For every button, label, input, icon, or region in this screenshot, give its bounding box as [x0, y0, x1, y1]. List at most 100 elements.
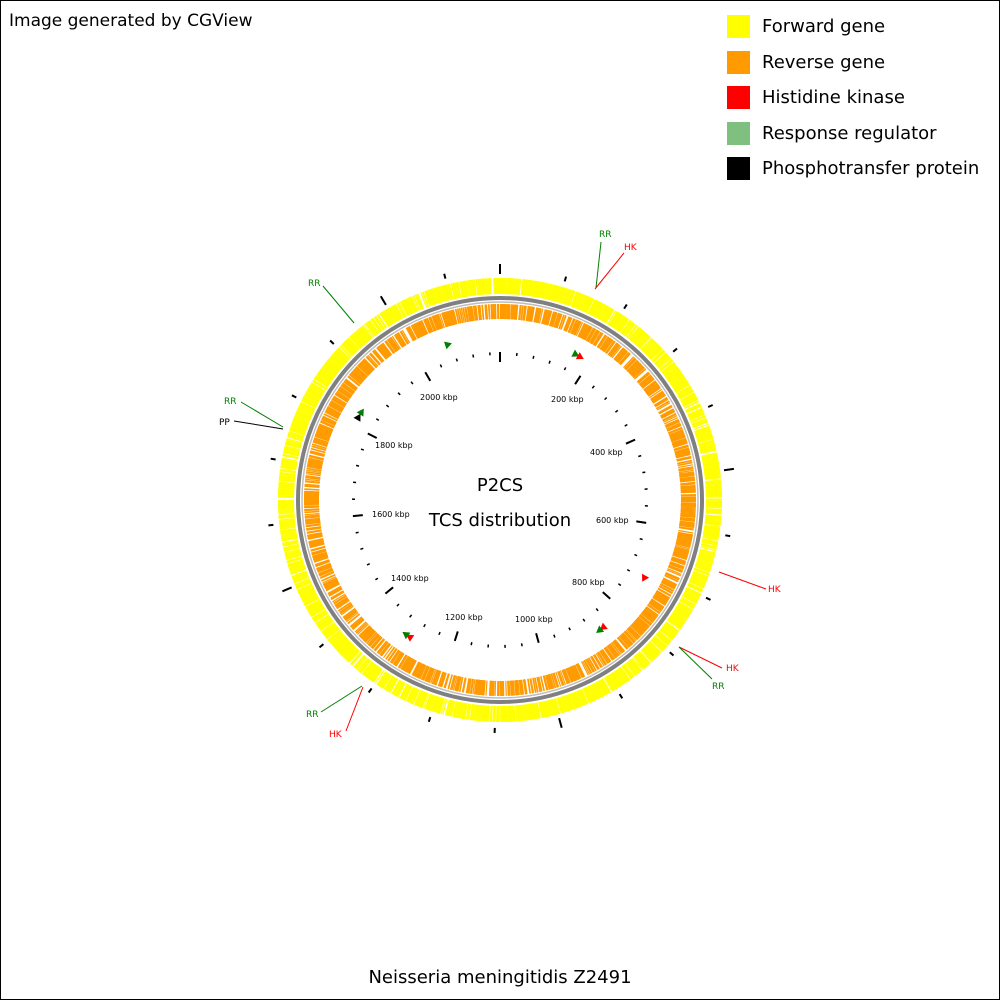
forward-gene-mark — [284, 446, 301, 452]
reverse-gene-mark — [563, 316, 570, 331]
reverse-gene-mark — [391, 335, 402, 350]
reverse-gene-mark — [569, 666, 576, 682]
reverse-gene-mark — [308, 457, 324, 462]
forward-gene-mark — [308, 387, 323, 397]
forward-gene-mark — [627, 325, 638, 339]
forward-gene-mark — [591, 684, 600, 700]
forward-gene-mark — [279, 470, 296, 474]
reverse-gene-mark — [423, 318, 431, 334]
forward-gene-mark — [326, 361, 340, 373]
forward-gene-mark — [293, 575, 309, 584]
forward-gene-mark — [684, 589, 700, 598]
reverse-gene-mark — [671, 558, 686, 565]
forward-gene-mark — [435, 696, 441, 713]
reverse-gene-mark — [671, 556, 687, 563]
reverse-gene-mark — [304, 484, 320, 487]
reverse-gene-mark — [658, 405, 673, 414]
reverse-gene-mark — [342, 607, 356, 618]
forward-gene-mark — [433, 287, 440, 304]
tick-label-1200-kbp: 1200 kbp — [445, 613, 483, 622]
forward-gene-mark — [387, 677, 397, 693]
reverse-gene-mark — [673, 549, 689, 555]
forward-gene-mark — [569, 693, 577, 709]
reverse-gene-mark — [479, 304, 482, 321]
forward-gene-mark — [366, 322, 377, 336]
reverse-gene-mark — [320, 421, 335, 429]
forward-gene-mark — [696, 559, 713, 566]
forward-gene-mark — [697, 558, 713, 565]
forward-gene-mark — [690, 576, 707, 584]
legend-item-phosphotransfer-protein: Phosphotransfer protein — [727, 151, 979, 187]
forward-gene-mark — [392, 305, 402, 320]
inner-minor-tick — [470, 642, 473, 646]
reverse-gene-mark — [575, 322, 584, 337]
forward-gene-mark — [633, 656, 645, 670]
forward-gene-mark — [376, 671, 387, 686]
callout-label-rr-1835: RR — [224, 397, 237, 407]
reverse-gene-mark — [339, 604, 353, 615]
reverse-gene-mark — [320, 420, 335, 428]
forward-gene-mark — [548, 699, 554, 716]
reverse-gene-mark — [443, 311, 449, 327]
reverse-gene-mark — [304, 506, 320, 509]
reverse-gene-mark — [400, 330, 410, 345]
reverse-gene-mark — [457, 308, 462, 324]
reverse-gene-mark — [636, 618, 649, 630]
forward-gene-mark — [284, 549, 301, 555]
forward-gene-mark — [684, 400, 700, 410]
reverse-gene-mark — [435, 670, 442, 686]
forward-gene-mark — [280, 532, 297, 537]
reverse-gene-mark — [560, 315, 567, 330]
reverse-gene-mark — [305, 476, 321, 480]
reverse-gene-mark — [672, 554, 687, 561]
reverse-gene-mark — [313, 438, 329, 444]
forward-gene-mark — [447, 284, 453, 300]
forward-gene-mark — [657, 356, 671, 369]
reverse-gene-mark — [316, 562, 331, 570]
reverse-gene-mark — [593, 332, 603, 346]
reverse-gene-mark — [402, 656, 411, 671]
reverse-gene-mark — [358, 625, 371, 637]
forward-gene-mark — [676, 385, 692, 396]
reverse-gene-mark — [536, 677, 541, 693]
forward-gene-mark — [664, 365, 678, 377]
reverse-gene-mark — [630, 364, 643, 376]
forward-gene-mark — [301, 398, 317, 408]
legend-swatch-phosphotransfer-protein — [727, 157, 750, 181]
reverse-gene-mark — [508, 680, 511, 696]
reverse-gene-mark — [680, 510, 696, 513]
forward-gene-mark — [346, 648, 359, 661]
reverse-gene-mark — [335, 391, 350, 401]
forward-gene-mark — [688, 581, 705, 589]
reverse-gene-mark — [313, 439, 328, 446]
reverse-gene-mark — [462, 307, 467, 323]
reverse-gene-mark — [680, 509, 696, 512]
reverse-gene-mark — [465, 678, 470, 694]
forward-gene-mark — [303, 594, 318, 604]
forward-gene-mark — [325, 626, 339, 638]
forward-gene-mark — [700, 546, 717, 552]
inner-minor-tick — [614, 409, 619, 413]
forward-gene-mark — [477, 279, 481, 296]
reverse-gene-mark — [491, 680, 494, 696]
forward-gene-mark — [550, 699, 556, 716]
reverse-gene-mark — [421, 320, 429, 335]
forward-gene-mark — [509, 278, 512, 295]
reverse-gene-mark — [597, 334, 607, 349]
forward-gene-mark — [662, 625, 677, 636]
reverse-gene-mark — [428, 668, 436, 684]
reverse-gene-mark — [652, 596, 666, 606]
reverse-gene-mark — [458, 676, 464, 692]
inner-major-tick — [424, 371, 432, 382]
forward-gene-mark — [568, 693, 576, 710]
inner-minor-tick — [563, 367, 567, 371]
inner-minor-tick — [582, 618, 586, 622]
reverse-gene-mark — [591, 330, 601, 345]
forward-gene-mark — [327, 629, 341, 641]
forward-gene-mark — [650, 639, 664, 652]
forward-gene-mark — [482, 278, 485, 295]
reverse-gene-mark — [304, 513, 320, 516]
reverse-gene-mark — [369, 353, 381, 366]
forward-gene-mark — [693, 423, 709, 431]
forward-gene-mark — [378, 672, 389, 687]
